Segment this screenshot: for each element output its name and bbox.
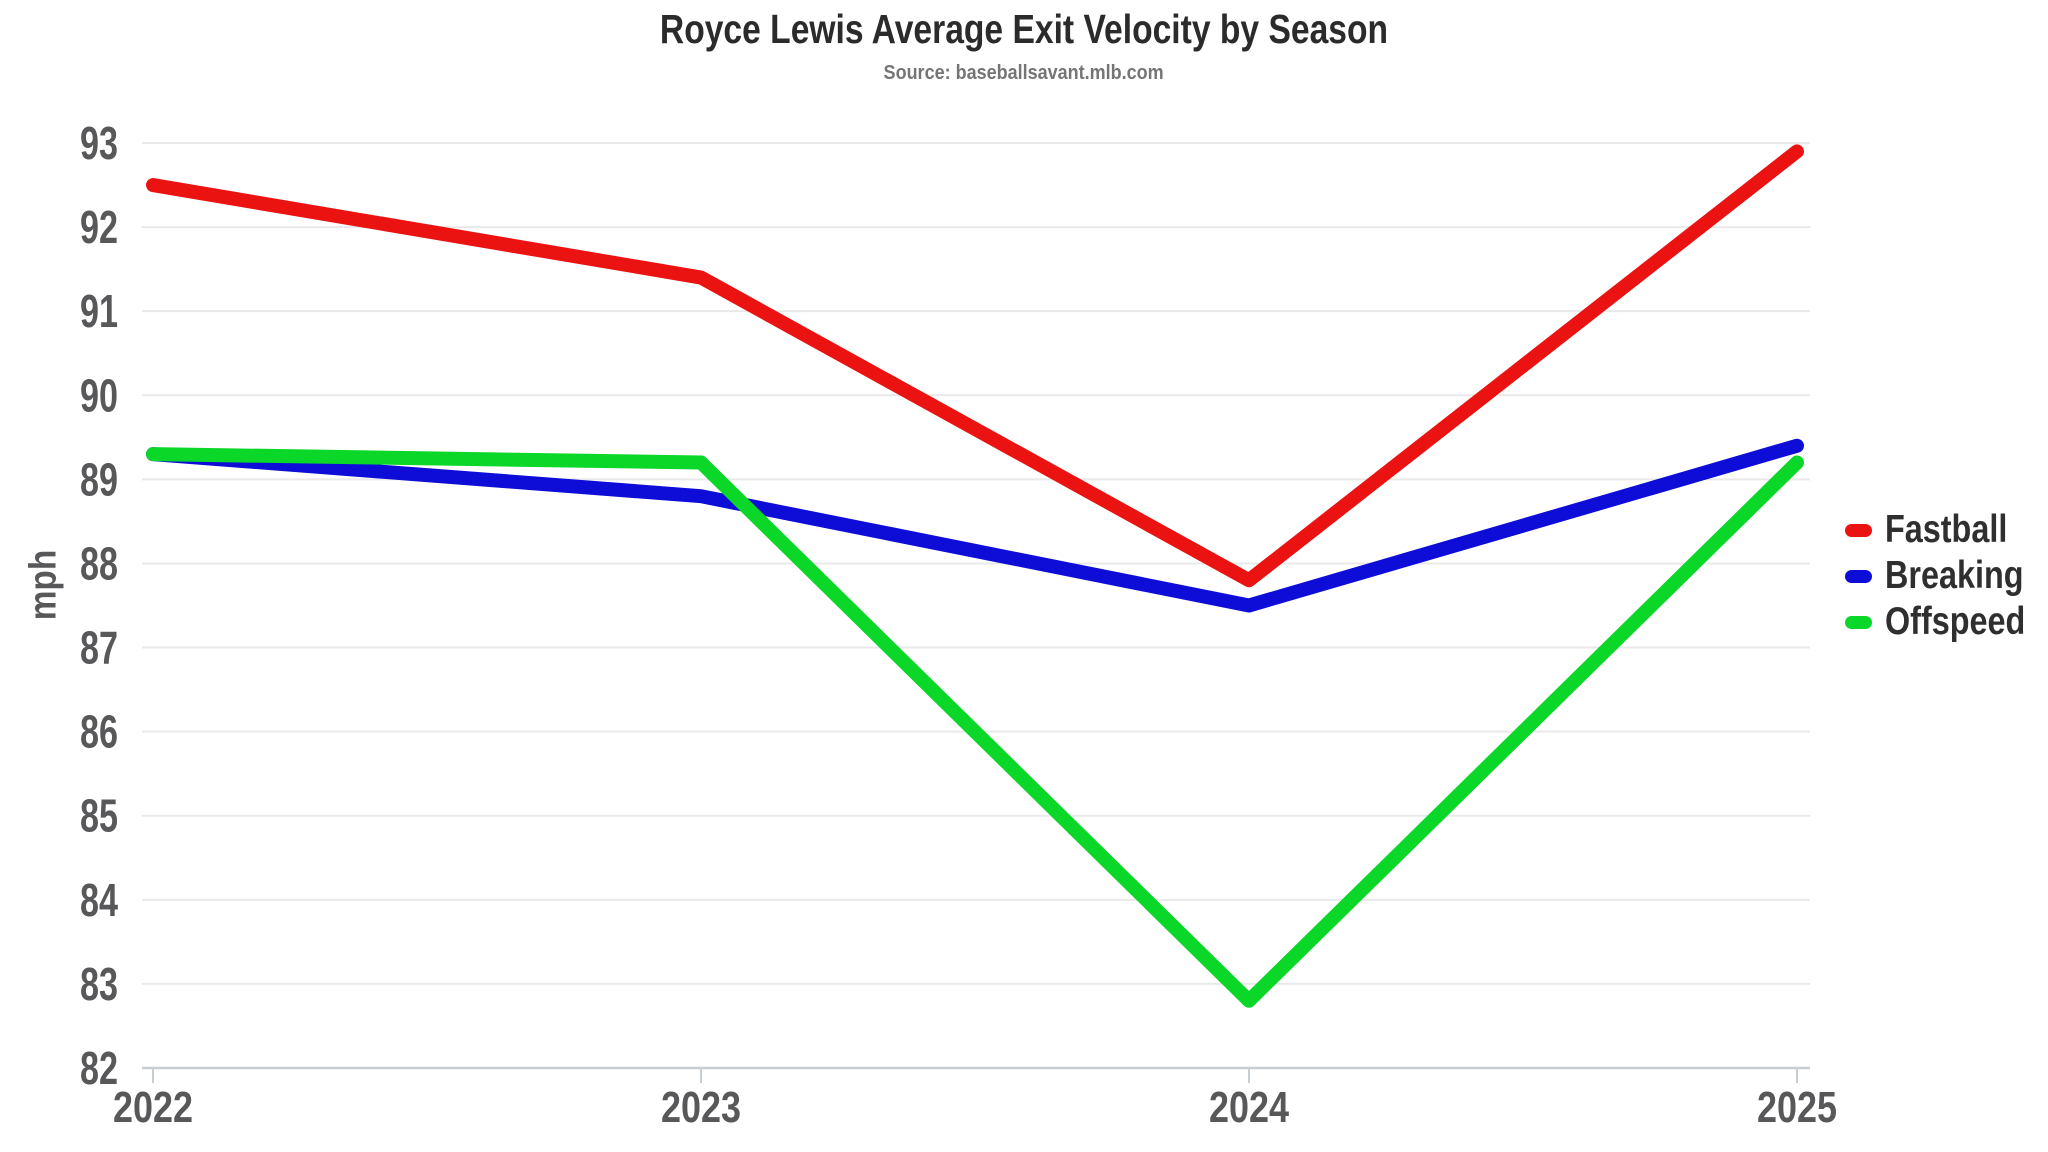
y-tick-label: 88 (80, 537, 118, 589)
series-line-fastball (146, 144, 1804, 588)
chart-title: Royce Lewis Average Exit Velocity by Sea… (0, 6, 2048, 53)
x-tick-label: 2023 (661, 1083, 741, 1132)
chart-subtitle-text: Source: baseballsavant.mlb.com (883, 62, 1165, 84)
y-tick-label: 83 (80, 958, 118, 1010)
legend-item-offspeed: Offspeed (1845, 599, 2048, 645)
y-tick-label: 93 (80, 117, 118, 169)
x-tick-label: 2024 (1209, 1083, 1289, 1132)
series-line-breaking (146, 438, 1804, 613)
series-line-offspeed (146, 447, 1804, 1008)
chart-title-text: Royce Lewis Average Exit Velocity by Sea… (659, 6, 1389, 52)
y-tick-label: 86 (80, 706, 118, 758)
legend-swatch-fastball (1845, 523, 1872, 537)
legend-label-offspeed: Offspeed (1885, 600, 2026, 643)
y-tick-label: 82 (80, 1042, 118, 1094)
legend-swatch-breaking (1845, 569, 1872, 583)
y-tick-label: 87 (80, 622, 118, 674)
y-tick-label: 90 (80, 369, 118, 421)
legend-label-breaking: Breaking (1885, 554, 2024, 597)
x-tick-label: 2025 (1757, 1083, 1837, 1132)
y-tick-label: 85 (80, 790, 118, 842)
legend-swatch-offspeed (1845, 615, 1872, 629)
legend: Fastball Breaking Offspeed (1845, 507, 2048, 645)
y-tick-label: 92 (80, 201, 118, 253)
legend-item-breaking: Breaking (1845, 553, 2048, 599)
x-tick-label: 2022 (113, 1083, 193, 1132)
y-tick-label: 84 (80, 874, 118, 926)
legend-label-fastball: Fastball (1885, 508, 2008, 551)
legend-item-fastball: Fastball (1845, 507, 2048, 553)
y-tick-label: 91 (80, 285, 118, 337)
chart-subtitle: Source: baseballsavant.mlb.com (0, 62, 2048, 85)
y-tick-label: 89 (80, 453, 118, 505)
